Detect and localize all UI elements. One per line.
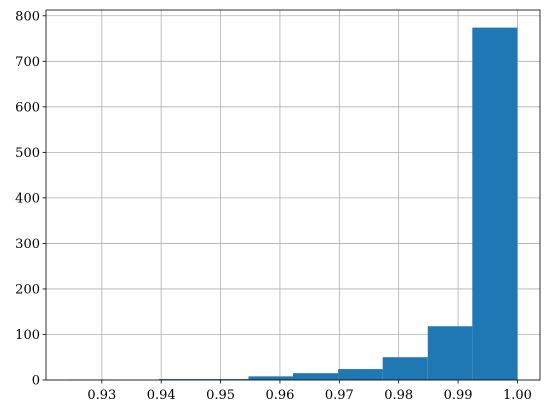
y-tick-label: 0 <box>32 374 40 389</box>
axes-frame <box>45 9 541 381</box>
y-tick-label: 800 <box>15 9 40 24</box>
histogram-bar <box>472 27 518 380</box>
x-tick-label: 0.97 <box>325 388 354 403</box>
histogram-bar <box>248 376 293 380</box>
y-tick-label: 700 <box>15 55 40 70</box>
x-tick-label: 0.98 <box>384 388 413 403</box>
histogram-bar <box>427 326 473 380</box>
y-tick-label: 400 <box>15 191 40 206</box>
histogram-bar <box>338 369 383 380</box>
histogram-bar <box>293 373 339 380</box>
bars-layer <box>68 27 518 380</box>
x-tick-label: 0.93 <box>87 388 116 403</box>
histogram-bar <box>382 357 428 380</box>
histogram-bar <box>203 379 249 380</box>
x-tick-label: 0.94 <box>147 388 176 403</box>
x-tick-label: 0.99 <box>444 388 473 403</box>
y-tick-label: 300 <box>15 237 40 252</box>
y-tick-label: 100 <box>15 328 40 343</box>
x-tick-label: 0.96 <box>265 388 294 403</box>
y-tick-label: 600 <box>15 100 40 115</box>
x-tick-label: 1.00 <box>503 388 532 403</box>
y-tick-label: 200 <box>15 282 40 297</box>
y-tick-label: 500 <box>15 146 40 161</box>
axes-layer <box>42 9 541 384</box>
grid-layer <box>46 10 540 381</box>
tick-labels-layer: 0.93 0.94 0.95 0.96 0.97 0.98 0.99 1.00 0 100 200 3… <box>15 9 532 403</box>
x-tick-label: 0.95 <box>206 388 235 403</box>
histogram-bar <box>158 379 204 380</box>
